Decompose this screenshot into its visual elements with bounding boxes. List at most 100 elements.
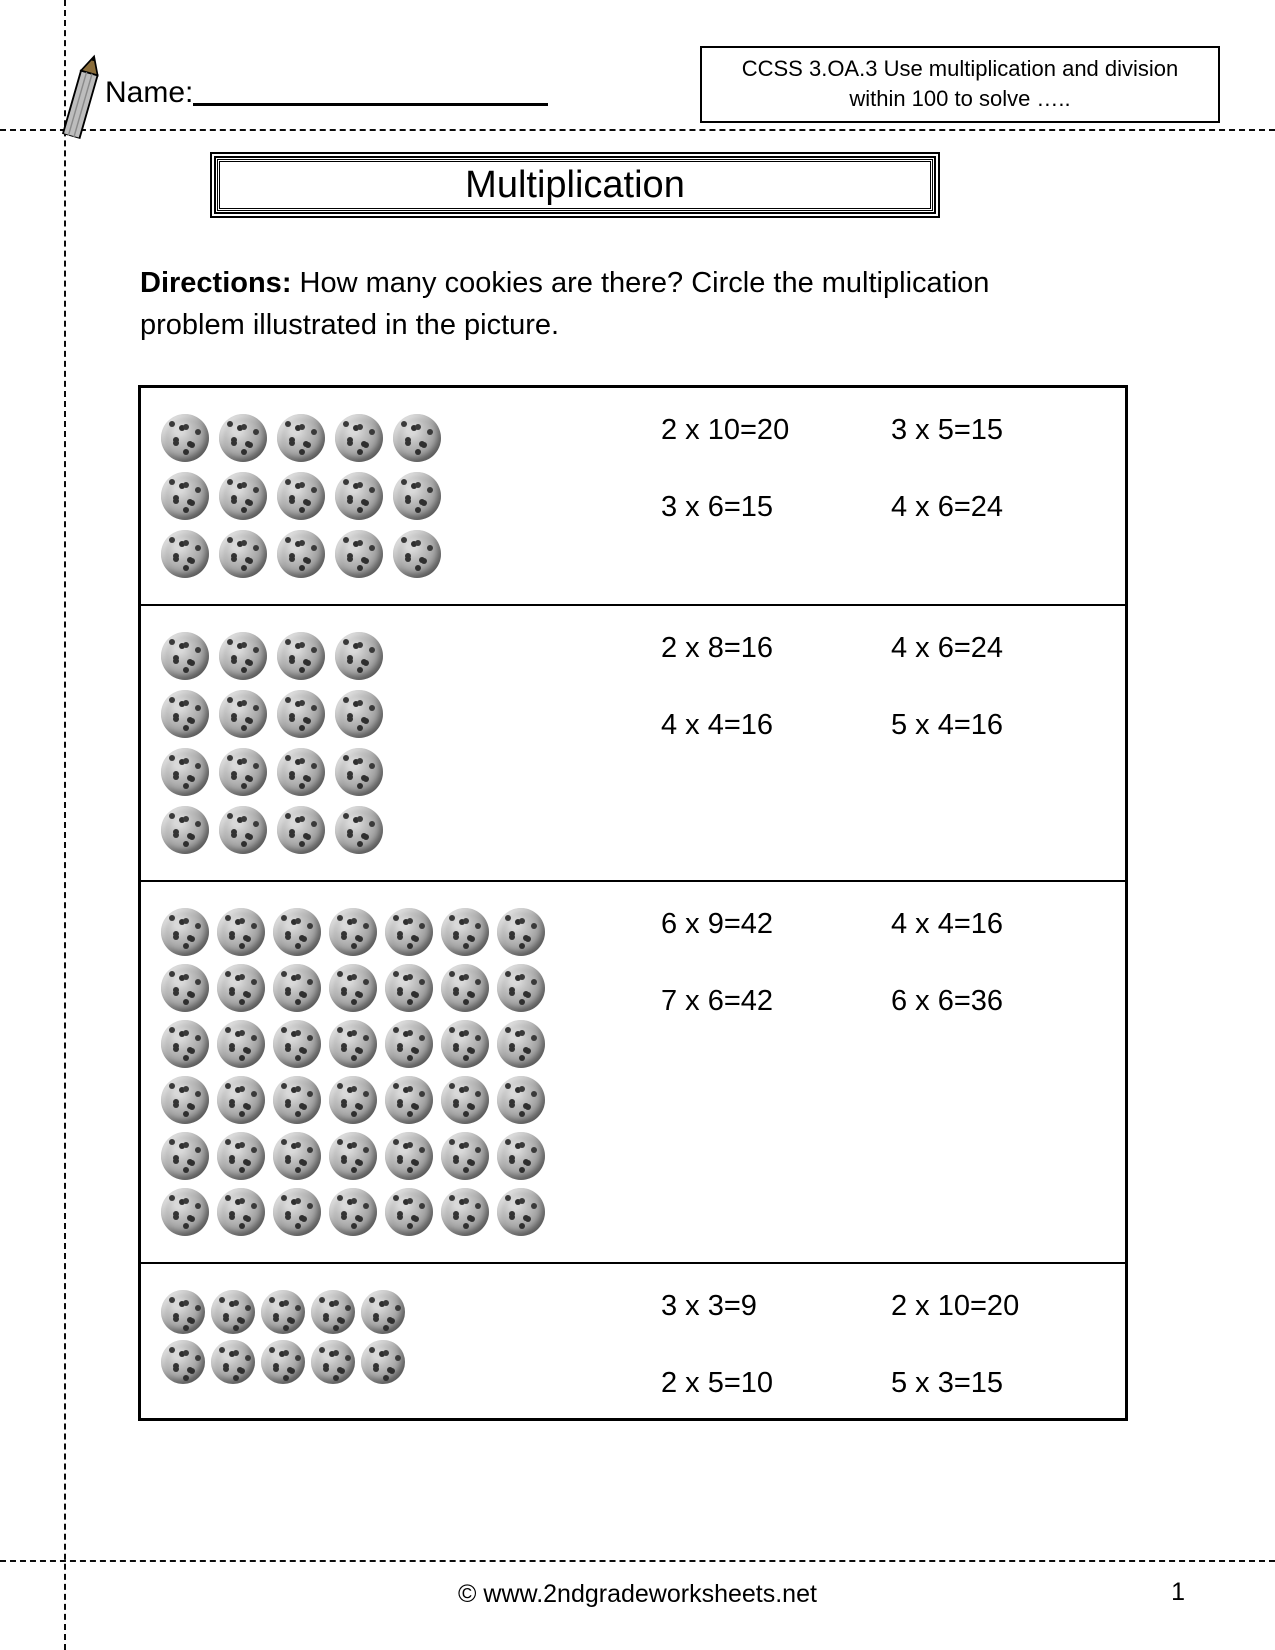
cookie-icon xyxy=(385,1076,433,1124)
cookie-array-cell xyxy=(141,1264,633,1418)
cookie-icon xyxy=(277,414,325,462)
answer-choices-cell: 3 x 3=9 2 x 10=20 2 x 5=10 5 x 3=15 xyxy=(633,1264,1125,1418)
cookie-icon xyxy=(385,1132,433,1180)
cookie-icon xyxy=(273,908,321,956)
cookie-icon xyxy=(385,908,433,956)
answer-choice[interactable]: 2 x 5=10 xyxy=(661,1367,881,1400)
cookie-icon xyxy=(217,1132,265,1180)
cookie-icon xyxy=(385,964,433,1012)
cookie-icon xyxy=(161,1076,209,1124)
page-number: 1 xyxy=(1171,1578,1185,1607)
cookie-icon xyxy=(211,1290,255,1334)
choices-grid: 2 x 8=16 4 x 6=24 4 x 4=16 5 x 4=16 xyxy=(661,632,1111,742)
cookie-icon xyxy=(385,1188,433,1236)
cookie-icon xyxy=(161,1188,209,1236)
worksheet-title: Multiplication xyxy=(210,152,940,218)
problem-row: 2 x 8=16 4 x 6=24 4 x 4=16 5 x 4=16 xyxy=(141,604,1125,880)
answer-choice[interactable]: 2 x 10=20 xyxy=(661,414,881,447)
name-label-text: Name: xyxy=(105,76,193,109)
cookie-icon xyxy=(219,472,267,520)
answer-choice[interactable]: 3 x 6=15 xyxy=(661,491,881,524)
problems-table: 2 x 10=203 x 5=153 x 6=154 x 6=242 x 8=1… xyxy=(138,385,1128,1421)
cookie-icon xyxy=(277,690,325,738)
cookie-icon xyxy=(277,806,325,854)
cookie-icon xyxy=(261,1340,305,1384)
cookie-icon xyxy=(311,1290,355,1334)
cookie-icon xyxy=(441,908,489,956)
cookie-icon xyxy=(335,632,383,680)
cookie-icon xyxy=(161,690,209,738)
answer-choice[interactable]: 4 x 4=16 xyxy=(661,709,881,742)
cookie-icon xyxy=(441,1188,489,1236)
cookie-icon xyxy=(497,1188,545,1236)
cookie-icon xyxy=(217,964,265,1012)
cookie-icon xyxy=(497,1132,545,1180)
cookie-icon xyxy=(161,1132,209,1180)
answer-choices-cell: 2 x 8=16 4 x 6=24 4 x 4=16 5 x 4=16 xyxy=(633,606,1125,880)
standard-box: CCSS 3.OA.3 Use multiplication and divis… xyxy=(700,46,1220,123)
cookie-array-cell xyxy=(141,882,633,1262)
cookie-icon xyxy=(361,1290,405,1334)
answer-choice[interactable]: 2 x 8=16 xyxy=(661,632,881,665)
answer-choice[interactable]: 5 x 4=16 xyxy=(891,709,1111,742)
answer-choice[interactable]: 6 x 9=42 xyxy=(661,908,881,941)
choices-grid: 3 x 3=9 2 x 10=20 2 x 5=10 5 x 3=15 xyxy=(661,1290,1111,1400)
name-write-line[interactable] xyxy=(193,103,548,106)
cookie-icon xyxy=(161,1020,209,1068)
cookie-icon xyxy=(497,1076,545,1124)
answer-choice[interactable]: 3 x 3=9 xyxy=(661,1290,881,1323)
problem-row: 6 x 9=42 4 x 4=16 7 x 6=42 6 x 6=36 xyxy=(141,880,1125,1262)
directions: Directions: How many cookies are there? … xyxy=(140,262,1100,346)
cookie-icon xyxy=(497,964,545,1012)
cookie-icon xyxy=(219,806,267,854)
cookie-icon xyxy=(335,690,383,738)
answer-choice[interactable]: 2 x 10=20 xyxy=(891,1290,1111,1323)
cookie-icon xyxy=(217,1188,265,1236)
cookie-icon xyxy=(335,806,383,854)
answer-choices-cell: 6 x 9=42 4 x 4=16 7 x 6=42 6 x 6=36 xyxy=(633,882,1125,1262)
problem-row: 2 x 10=20 3 x 5=15 3 x 6=15 4 x 6=24 xyxy=(141,388,1125,604)
cookie-icon xyxy=(441,1020,489,1068)
cookie-icon xyxy=(277,748,325,796)
cookie-icon xyxy=(329,1132,377,1180)
cookie-icon xyxy=(219,414,267,462)
cookie-grid xyxy=(161,632,617,854)
standard-text: CCSS 3.OA.3 Use multiplication and divis… xyxy=(742,56,1179,111)
problem-row: 3 x 3=9 2 x 10=20 2 x 5=10 5 x 3=15 xyxy=(141,1262,1125,1418)
cookie-icon xyxy=(335,748,383,796)
answer-choice[interactable]: 5 x 3=15 xyxy=(891,1367,1111,1400)
cookie-icon xyxy=(211,1340,255,1384)
cookie-icon xyxy=(277,472,325,520)
answer-choices-cell: 2 x 10=20 3 x 5=15 3 x 6=15 4 x 6=24 xyxy=(633,388,1125,604)
cookie-icon xyxy=(217,1076,265,1124)
answer-choice[interactable]: 4 x 6=24 xyxy=(891,632,1111,665)
cookie-icon xyxy=(441,964,489,1012)
cookie-icon xyxy=(277,632,325,680)
cookie-icon xyxy=(219,748,267,796)
cookie-icon xyxy=(217,1020,265,1068)
cookie-icon xyxy=(273,1188,321,1236)
cookie-icon xyxy=(329,1188,377,1236)
answer-choice[interactable]: 4 x 6=24 xyxy=(891,491,1111,524)
cookie-icon xyxy=(161,908,209,956)
cookie-icon xyxy=(497,908,545,956)
cookie-icon xyxy=(217,908,265,956)
cookie-icon xyxy=(441,1076,489,1124)
cookie-grid xyxy=(161,908,617,1236)
cookie-icon xyxy=(161,1290,205,1334)
answer-choice[interactable]: 7 x 6=42 xyxy=(661,985,881,1018)
cookie-icon xyxy=(161,530,209,578)
cookie-icon xyxy=(219,530,267,578)
directions-label: Directions: xyxy=(140,267,291,299)
cookie-icon xyxy=(329,1020,377,1068)
answer-choice[interactable]: 6 x 6=36 xyxy=(891,985,1111,1018)
cookie-icon xyxy=(219,690,267,738)
cookie-icon xyxy=(335,414,383,462)
answer-choice[interactable]: 3 x 5=15 xyxy=(891,414,1111,447)
choices-grid: 6 x 9=42 4 x 4=16 7 x 6=42 6 x 6=36 xyxy=(661,908,1111,1018)
cookie-icon xyxy=(311,1340,355,1384)
cookie-icon xyxy=(161,414,209,462)
cookie-icon xyxy=(393,472,441,520)
cookie-icon xyxy=(161,964,209,1012)
answer-choice[interactable]: 4 x 4=16 xyxy=(891,908,1111,941)
